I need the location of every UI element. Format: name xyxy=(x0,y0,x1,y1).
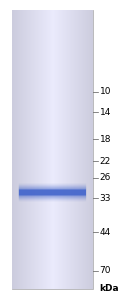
FancyBboxPatch shape xyxy=(19,190,86,196)
FancyBboxPatch shape xyxy=(19,187,86,198)
FancyBboxPatch shape xyxy=(19,189,86,196)
FancyBboxPatch shape xyxy=(19,187,86,197)
Text: 70: 70 xyxy=(100,266,111,275)
Text: 44: 44 xyxy=(100,228,111,237)
Text: kDa: kDa xyxy=(100,284,119,293)
Text: 14: 14 xyxy=(100,108,111,117)
Text: 26: 26 xyxy=(100,173,111,182)
FancyBboxPatch shape xyxy=(19,186,86,199)
FancyBboxPatch shape xyxy=(19,188,86,197)
Text: 22: 22 xyxy=(100,157,111,166)
Text: 10: 10 xyxy=(100,87,111,96)
Text: 33: 33 xyxy=(100,194,111,203)
Text: 18: 18 xyxy=(100,135,111,144)
FancyBboxPatch shape xyxy=(19,185,86,200)
FancyBboxPatch shape xyxy=(12,10,93,289)
